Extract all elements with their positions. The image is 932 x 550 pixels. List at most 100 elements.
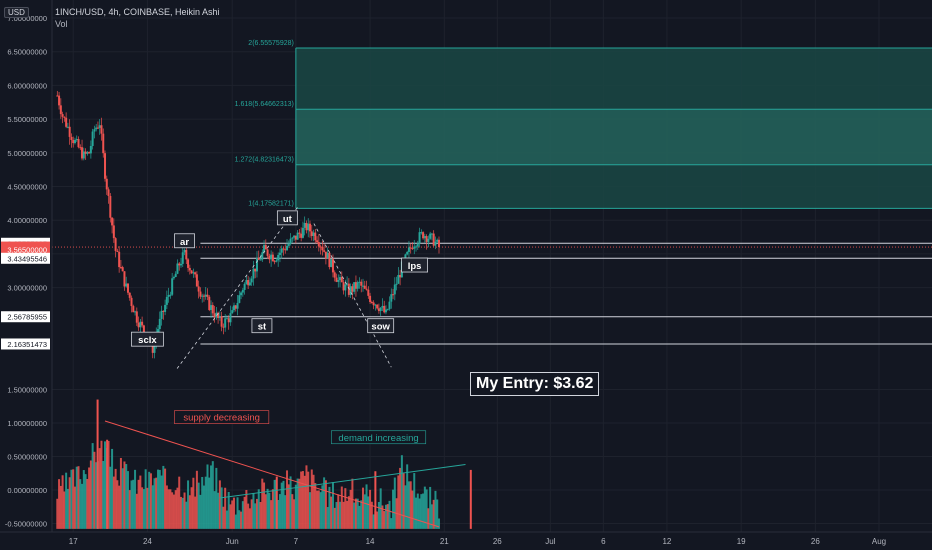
volume-bar: [349, 489, 352, 529]
candle-body: [225, 318, 228, 320]
volume-bar: [278, 494, 281, 529]
volume-bar: [77, 466, 80, 529]
volume-bar: [104, 441, 107, 529]
wyckoff-label: st: [258, 322, 267, 333]
volume-bar: [413, 473, 416, 529]
volume-bar: [386, 504, 389, 529]
volume-bar: [294, 484, 297, 529]
volume-bar: [282, 480, 285, 529]
volume-bar: [427, 508, 430, 529]
candle-body: [119, 267, 122, 269]
candle-body: [372, 302, 375, 306]
candle-body: [195, 274, 198, 287]
candle-body: [247, 280, 250, 286]
volume-bar: [363, 494, 366, 529]
volume-bar: [351, 478, 354, 529]
volume-bar: [106, 439, 109, 529]
wyckoff-label-box: [131, 331, 164, 347]
volume-bar: [263, 482, 266, 529]
volume-bar: [68, 477, 71, 529]
candle-body: [377, 308, 380, 312]
x-tick-label: 19: [737, 537, 746, 546]
volume-bar: [151, 485, 154, 529]
candle-body: [257, 258, 260, 260]
volume-bar: [372, 514, 375, 529]
volume-bar: [247, 503, 250, 529]
volume-bar: [197, 482, 200, 529]
volume-bar: [323, 477, 326, 529]
candle-body: [319, 246, 322, 248]
volume-bar: [300, 471, 303, 529]
candle-body: [344, 284, 347, 291]
volume-bar: [250, 499, 253, 529]
volume-bar: [291, 494, 294, 529]
volume-bar: [252, 492, 255, 529]
candle-body: [406, 251, 409, 255]
volume-bars: [56, 399, 472, 529]
volume-bar: [98, 448, 101, 529]
volume-bar: [328, 486, 331, 529]
volume-bar: [93, 451, 96, 529]
volume-bar: [116, 480, 119, 529]
volume-bar: [102, 460, 105, 529]
volume-bar: [241, 501, 244, 529]
volume-bar: [415, 497, 418, 529]
volume-bar: [135, 493, 138, 529]
volume-bar: [157, 469, 160, 529]
volume-bar: [225, 510, 228, 529]
volume-bar: [88, 467, 91, 529]
price-tag-bg: [1, 252, 50, 264]
volume-bar: [224, 487, 227, 529]
volume-bar: [369, 489, 372, 529]
volume-bar: [238, 510, 241, 529]
price-axis: 7.00000000 6.50000000 6.00000000 5.50000000…: [0, 0, 53, 532]
volume-bar: [146, 487, 149, 529]
price-tag-bg: [1, 311, 50, 323]
price-tag: 2.56785955: [7, 313, 47, 322]
volume-bar: [307, 471, 310, 529]
volume-bar: [188, 495, 191, 529]
y-tick-label: 6.00000000: [7, 81, 47, 90]
volume-bar: [217, 492, 220, 529]
candle-body: [308, 223, 311, 232]
candle-body: [328, 252, 331, 268]
candle-body: [240, 292, 243, 296]
candle-body: [252, 268, 255, 279]
candle-body: [169, 294, 172, 296]
x-tick-label: 7: [294, 537, 299, 546]
price-tag: 3.43495546: [7, 254, 47, 263]
candle-body: [370, 301, 373, 303]
volume-bar: [301, 471, 304, 529]
volume-bar: [162, 465, 165, 529]
candle-body: [61, 114, 64, 117]
candle-body: [121, 267, 124, 272]
candle-body: [316, 240, 319, 243]
volume-bar: [72, 469, 75, 529]
x-tick-label: 26: [493, 537, 502, 546]
candle-body: [312, 232, 315, 236]
currency-badge[interactable]: USD: [4, 7, 29, 18]
volume-bar: [367, 496, 370, 529]
volume-bar: [399, 467, 402, 529]
candle-body: [89, 146, 92, 154]
volume-bar: [84, 474, 87, 529]
volume-annotation-box: [174, 410, 270, 424]
candle-body: [416, 243, 419, 247]
wyckoff-label-box: [174, 233, 195, 249]
candle-body: [211, 305, 214, 314]
volume-bar: [107, 440, 110, 529]
volume-bar: [91, 443, 94, 529]
candle-body: [134, 311, 137, 313]
volume-bar: [397, 475, 400, 529]
x-tick-label: 26: [811, 537, 820, 546]
candle-body: [305, 222, 308, 231]
candle-body: [114, 238, 117, 251]
candle-body: [321, 246, 324, 251]
volume-bar: [316, 490, 319, 529]
volume-bar: [63, 491, 66, 529]
volume-bar: [404, 485, 407, 529]
volume-bar: [174, 490, 177, 529]
candle-body: [298, 232, 301, 234]
candle-body: [284, 249, 287, 251]
